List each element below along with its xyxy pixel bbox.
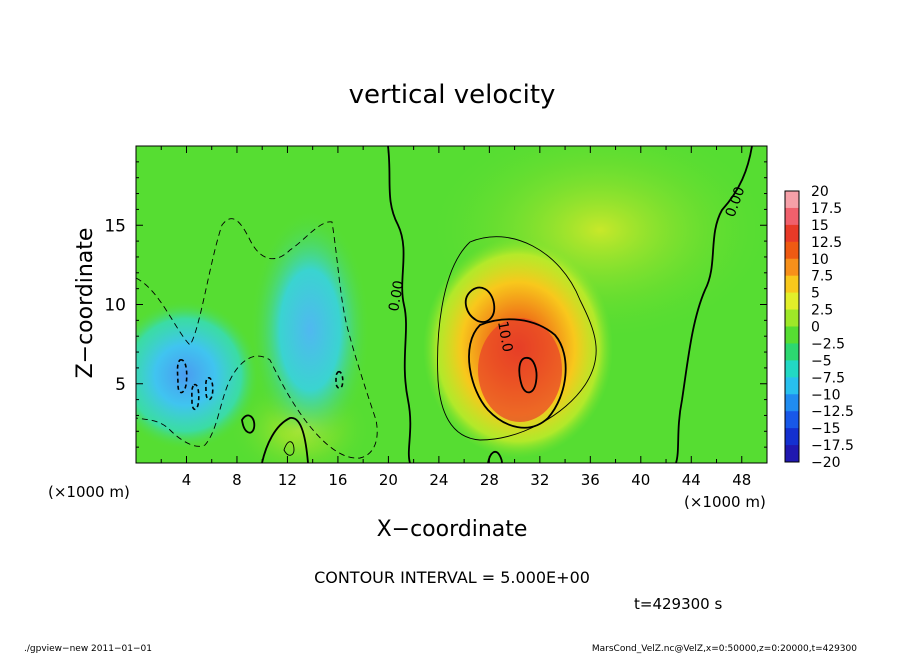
colorbar-label: 2.5: [811, 303, 833, 319]
colorbar-label: 10: [811, 252, 829, 268]
footer-right: MarsCond_VelZ.nc@VelZ,x=0:50000,z=0:2000…: [592, 644, 857, 654]
colorbar-label: 20: [811, 184, 829, 200]
contour-minus-five-left: [136, 218, 378, 459]
colorbar-label: −15: [811, 421, 841, 437]
colorbar-label: 15: [811, 218, 829, 234]
downdraft-region-left: [136, 300, 260, 450]
contour-ten-upper-cell: [464, 286, 496, 323]
colorbar-label: −12.5: [811, 404, 854, 420]
x-tick-label: 12: [278, 471, 297, 489]
colorbar-label: 12.5: [811, 235, 842, 251]
x-tick-label: 40: [631, 471, 650, 489]
contour-interval-text: CONTOUR INTERVAL = 5.000E+00: [314, 568, 590, 587]
colorbar: 2017.51512.5107.552.50−2.5−5−7.5−10−12.5…: [784, 184, 854, 471]
colorbar-label: −10: [811, 387, 841, 403]
contour-zero-right-small: [487, 450, 503, 463]
x-tick-label: 48: [732, 471, 751, 489]
colorbar-label: 7.5: [811, 269, 833, 285]
time-text: t=429300 s: [634, 595, 722, 613]
colorbar-frame: [784, 190, 800, 463]
colorbar-label: 0: [811, 320, 820, 336]
contour-label-ten: 10.0: [494, 320, 515, 353]
colorbar-swatch: [785, 275, 799, 294]
x-unit-right: (×1000 m): [684, 493, 766, 511]
y-tick-label: 10: [104, 296, 126, 316]
x-axis-ticks: 4 8 12 16 20 24 28 32 36 40 44 48: [160, 146, 751, 489]
x-tick-label: 44: [682, 471, 701, 489]
colorbar-swatch: [785, 292, 799, 311]
downdraft-region-middle: [250, 210, 370, 450]
colorbar-label: −20: [811, 455, 841, 471]
colorbar-label: 17.5: [811, 201, 842, 217]
contour-minus-ten-cell-c: [205, 377, 214, 401]
x-axis-label: X−coordinate: [377, 517, 528, 542]
x-tick-label: 32: [530, 471, 549, 489]
x-tick-label: 28: [480, 471, 499, 489]
chart-title: vertical velocity: [349, 80, 556, 110]
contour-zero-center: [387, 146, 412, 463]
y-axis-label: Z−coordinate: [73, 228, 98, 379]
y-tick-label: 5: [115, 375, 126, 395]
colorbar-swatch: [785, 191, 799, 209]
y-tick-label: 15: [104, 216, 126, 236]
x-tick-label: 20: [379, 471, 398, 489]
colorbar-swatch: [785, 411, 799, 429]
colorbar-label: −5: [811, 353, 832, 369]
colorbar-swatch: [785, 343, 799, 361]
plot-area: [136, 146, 767, 463]
colorbar-swatch: [785, 445, 799, 463]
x-tick-label: 4: [182, 471, 192, 489]
colorbar-swatch: [785, 258, 799, 277]
contour-label-zero-center: 0.00: [386, 279, 407, 312]
colorbar-swatch: [785, 241, 799, 260]
colorbar-swatch: [785, 360, 799, 378]
y-axis-ticks: 5 10 15: [104, 161, 767, 448]
colorbar-swatch: [785, 377, 799, 395]
x-tick-label: 24: [429, 471, 448, 489]
x-tick-label: 8: [232, 471, 242, 489]
colorbar-swatch: [785, 428, 799, 446]
contour-ten-core: [468, 318, 567, 429]
x-unit-left: (×1000 m): [48, 483, 130, 501]
contour-minus-ten-cell-a: [176, 359, 188, 394]
contour-zero-loop-left: [241, 414, 256, 434]
contour-five-bottom: [261, 417, 309, 463]
colorbar-label: −17.5: [811, 438, 854, 454]
contour-fifteen-inner: [518, 357, 538, 394]
contour-zero-right: [675, 146, 753, 463]
x-tick-label: 36: [581, 471, 600, 489]
colorbar-swatch: [785, 309, 799, 327]
colorbar-swatch: [785, 224, 799, 243]
footer-left: ./gpview−new 2011−01−01: [24, 644, 152, 654]
contour-five-bottom-small: [283, 441, 295, 456]
x-tick-label: 16: [328, 471, 347, 489]
colorbar-label: −2.5: [811, 336, 845, 352]
contour-minus-ten-cell-b: [191, 383, 200, 411]
colorbar-swatch: [785, 326, 799, 344]
colorbar-swatch: [785, 394, 799, 412]
colorbar-label: 5: [811, 286, 820, 302]
colorbar-swatch: [785, 207, 799, 226]
colorbar-label: −7.5: [811, 370, 845, 386]
contour-minus-ten-cell-d: [335, 370, 344, 389]
